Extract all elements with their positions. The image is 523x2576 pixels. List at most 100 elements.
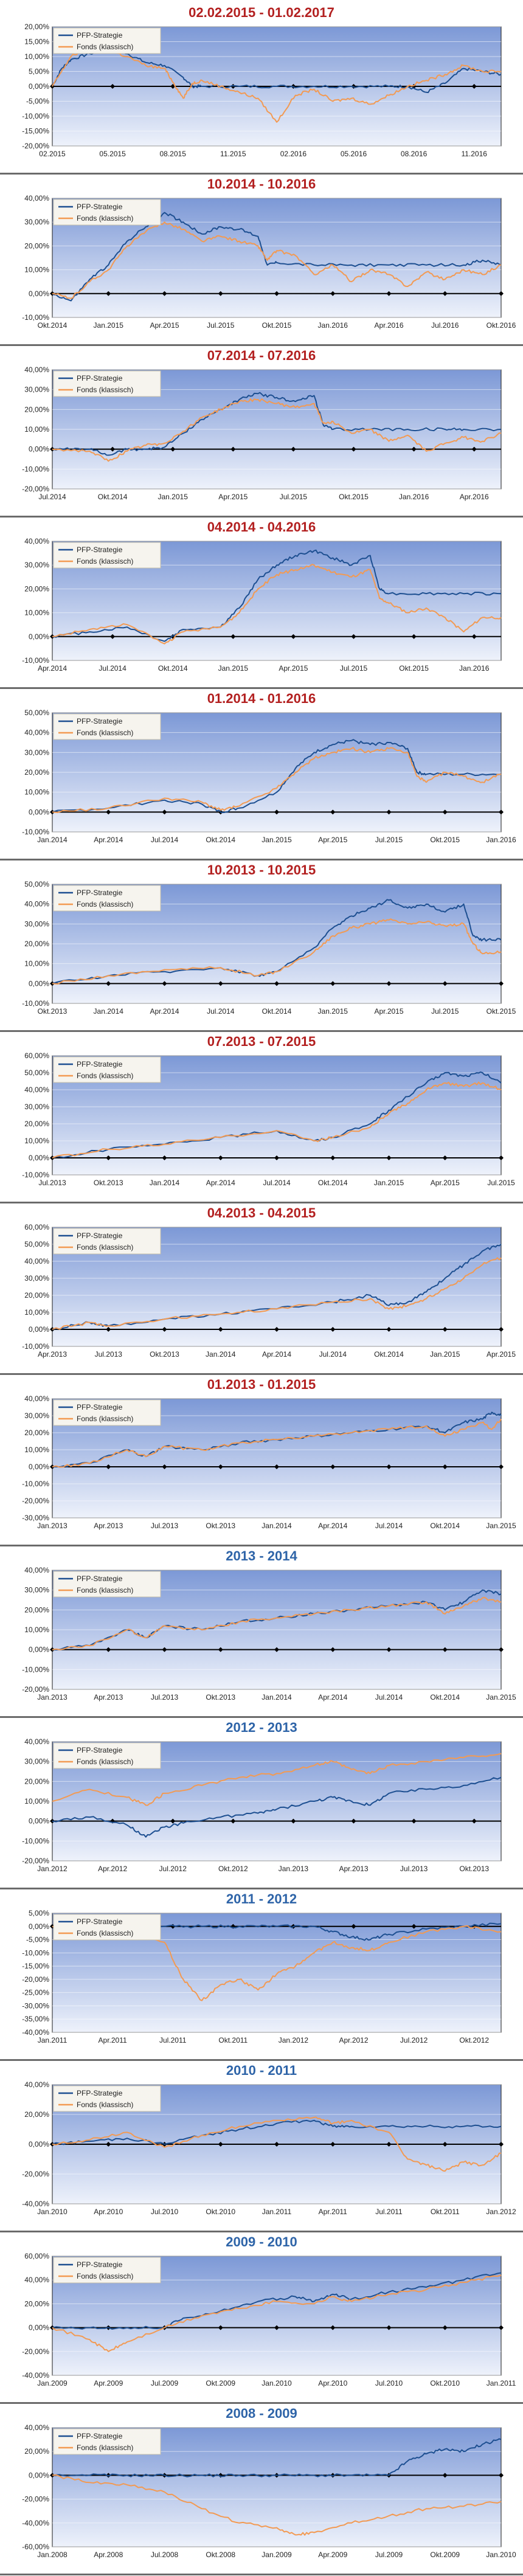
y-tick-label: -40,00%: [22, 2371, 49, 2380]
separator: [0, 1545, 523, 1546]
x-tick-label: 08.2015: [160, 150, 187, 158]
separator: [0, 2402, 523, 2404]
x-tick-mark: [499, 809, 504, 815]
y-tick-label: -15,00%: [22, 127, 49, 136]
x-tick-label: Jul.2009: [375, 2550, 403, 2559]
x-tick-label: Okt.2014: [98, 493, 128, 501]
line-chart: 5,00% 0,00% -5,00% -10,00% -15,00% -20,00% -25…: [22, 1909, 502, 2045]
x-tick-mark: [351, 1818, 356, 1824]
separator: [0, 1373, 523, 1375]
x-tick-mark: [386, 1464, 392, 1469]
y-tick-label: 20,00%: [24, 2299, 49, 2308]
chart-panel-8: 04.2013 - 04.2015 60,00% 50,00% 40,00% 30,00…: [0, 1204, 523, 1376]
legend-label: PFP-Strategie: [77, 2089, 123, 2097]
x-tick-label: Okt.2008: [206, 2550, 235, 2559]
y-tick-label: 20,00%: [24, 1777, 49, 1785]
x-tick-label: Jan.2014: [150, 1179, 180, 1187]
x-tick-label: Jul.2014: [151, 836, 179, 844]
x-tick-label: Jan.2010: [486, 2550, 516, 2559]
y-tick-label: 40,00%: [24, 1394, 49, 1403]
x-tick-mark: [274, 1647, 279, 1652]
x-tick-mark: [386, 2325, 392, 2330]
x-tick-mark: [162, 291, 167, 296]
y-tick-label: -60,00%: [22, 2543, 49, 2551]
series-line-fonds-klassisch: [52, 2274, 502, 2352]
x-tick-label: Jan.2015: [218, 664, 249, 673]
x-tick-mark: [442, 2325, 448, 2330]
y-tick-label: 40,00%: [24, 365, 49, 374]
x-tick-label: Okt.2013: [206, 1693, 235, 1702]
x-tick-mark: [274, 2142, 279, 2147]
series-line-pfp-strategie: [52, 392, 502, 456]
line-chart: 60,00% 50,00% 40,00% 30,00% 20,00% 10,00% 0,00…: [22, 1051, 515, 1187]
x-tick-label: Jan.2015: [262, 836, 292, 844]
x-tick-label: Apr.2016: [374, 321, 403, 330]
x-tick-mark: [386, 2142, 392, 2147]
x-tick-label: Jul.2015: [207, 321, 235, 330]
separator: [0, 344, 523, 346]
separator: [0, 1888, 523, 1889]
line-chart: 40,00%30,00%20,00%10,00%0,00%-10,00%Okt.…: [22, 194, 516, 330]
x-tick-mark: [442, 1155, 448, 1160]
x-tick-label: Okt.2016: [487, 321, 516, 330]
x-tick-label: Apr.2010: [318, 2379, 347, 2387]
x-tick-label: Jul.2012: [400, 2036, 428, 2045]
x-tick-label: Apr.2015: [374, 1007, 403, 1016]
x-tick-mark: [330, 809, 336, 815]
x-tick-label: 08.2016: [401, 150, 428, 158]
y-tick-label: -30,00%: [22, 2001, 49, 2010]
y-tick-label: 0,00%: [29, 2140, 49, 2148]
chart-panel-15: 2008 - 2009 40,00% 20,00% 0,00% -20,00% -40,0…: [0, 2405, 523, 2576]
x-tick-mark: [106, 291, 111, 296]
y-tick-label: 40,00%: [24, 729, 49, 737]
line-chart: 60,00% 50,00% 40,00% 30,00% 20,00% 10,00% 0,00…: [22, 1223, 516, 1359]
x-tick-label: Apr.2012: [339, 2036, 368, 2045]
chart-title: 01.2014 - 01.2016: [207, 691, 316, 706]
x-tick-mark: [218, 1464, 223, 1469]
line-chart: 40,00% 30,00% 20,00% 10,00% 0,00% -10,00% -20,…: [22, 1737, 502, 1873]
x-tick-mark: [230, 446, 236, 452]
y-tick-label: 0,00%: [29, 1154, 49, 1162]
x-tick-label: Apr.2015: [150, 321, 179, 330]
y-tick-label: 0,00%: [29, 2471, 49, 2479]
x-tick-mark: [499, 1647, 504, 1652]
y-tick-label: -10,00%: [22, 1665, 49, 1674]
line-chart: 40,00% 30,00% 20,00% 10,00% 0,00% -10,00% -20,…: [22, 365, 502, 501]
x-tick-label: Okt.2014: [38, 321, 68, 330]
y-tick-label: -20,00%: [22, 142, 49, 150]
x-tick-mark: [499, 2142, 504, 2147]
y-tick-label: 0,00%: [29, 1922, 49, 1931]
chart-title: 01.2013 - 01.2015: [207, 1377, 316, 1392]
series-line-fonds-klassisch: [52, 564, 502, 645]
x-tick-label: 02.2015: [39, 150, 66, 158]
separator: [0, 1030, 523, 1032]
chart-panel-6: 10.2013 - 10.2015 50,00% 40,00% 30,00% 20,00…: [0, 861, 523, 1033]
x-tick-label: Jan.2014: [206, 1350, 236, 1359]
x-tick-label: Jul.2015: [487, 1179, 515, 1187]
y-tick-label: -35,00%: [22, 2015, 49, 2023]
x-tick-mark: [499, 2473, 504, 2478]
x-tick-label: Okt.2009: [206, 2379, 235, 2387]
y-tick-label: 20,00%: [24, 241, 49, 250]
x-tick-mark: [471, 84, 477, 89]
chart-title: 04.2013 - 04.2015: [207, 1205, 316, 1220]
legend: PFP-Strategie Fonds (klassisch): [53, 885, 161, 912]
series-line-fonds-klassisch: [52, 1925, 502, 2001]
x-tick-mark: [106, 981, 111, 986]
y-tick-label: 50,00%: [24, 1068, 49, 1077]
y-tick-label: 40,00%: [24, 1085, 49, 1094]
x-tick-mark: [442, 809, 448, 815]
y-tick-label: 0,00%: [29, 289, 49, 298]
y-tick-label: -10,00%: [22, 1342, 49, 1351]
x-tick-label: Apr.2014: [318, 1693, 347, 1702]
x-tick-label: Okt.2015: [487, 1007, 516, 1016]
x-tick-mark: [411, 634, 417, 639]
legend-label: Fonds (klassisch): [77, 1243, 133, 1252]
chart-panel-11: 2012 - 2013 40,00% 30,00% 20,00% 10,00% 0,00%…: [0, 1719, 523, 1890]
chart-panel-7: 07.2013 - 07.2015 60,00% 50,00% 40,00% 30,00…: [0, 1033, 523, 1204]
series-line-pfp-strategie: [52, 2438, 502, 2477]
x-tick-label: Jan.2013: [279, 1864, 309, 1873]
y-tick-label: 30,00%: [24, 748, 49, 757]
y-tick-label: 40,00%: [24, 1566, 49, 1574]
